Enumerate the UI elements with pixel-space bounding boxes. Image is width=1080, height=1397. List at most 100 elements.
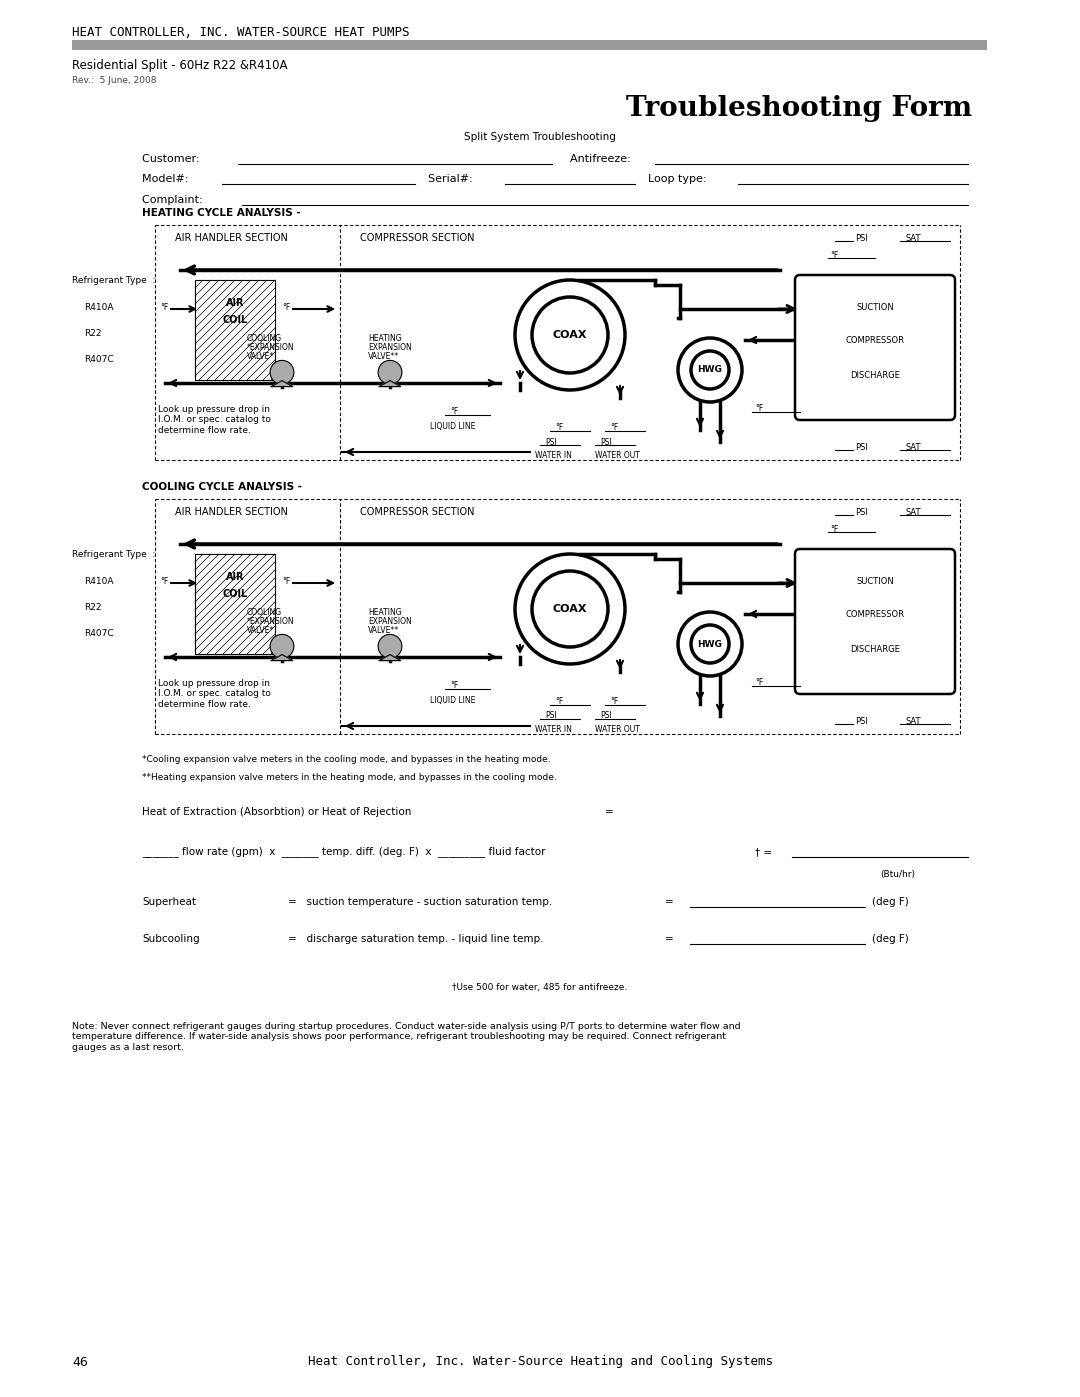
Text: VALVE**: VALVE** [368, 626, 400, 634]
Text: R407C: R407C [84, 630, 113, 638]
Text: Note: Never connect refrigerant gauges during startup procedures. Conduct water-: Note: Never connect refrigerant gauges d… [72, 1023, 741, 1052]
Text: VALVE*: VALVE* [247, 352, 274, 360]
Text: Heat Controller, Inc. Water-Source Heating and Cooling Systems: Heat Controller, Inc. Water-Source Heati… [308, 1355, 772, 1369]
Text: WATER OUT: WATER OUT [595, 725, 639, 733]
Text: PSI: PSI [545, 437, 556, 447]
Text: COMPRESSOR: COMPRESSOR [846, 335, 905, 345]
Text: HEATING: HEATING [368, 334, 402, 342]
Text: Model#:: Model#: [141, 175, 192, 184]
Text: Loop type:: Loop type: [648, 175, 710, 184]
Text: † =: † = [755, 847, 772, 856]
Text: PSI: PSI [600, 437, 611, 447]
Text: °F: °F [755, 404, 764, 412]
Text: R22: R22 [84, 602, 102, 612]
Text: Split System Troubleshooting: Split System Troubleshooting [464, 131, 616, 142]
Text: =: = [665, 897, 674, 907]
Text: °F: °F [755, 678, 764, 686]
Text: SAT: SAT [905, 507, 920, 517]
Bar [72, 41, 987, 50]
Text: Subcooling: Subcooling [141, 935, 200, 944]
Text: Look up pressure drop in
I.O.M. or spec. catalog to
determine flow rate.: Look up pressure drop in I.O.M. or spec.… [158, 679, 271, 708]
Text: SAT: SAT [905, 233, 920, 243]
Text: COMPRESSOR SECTION: COMPRESSOR SECTION [360, 507, 474, 517]
Text: HEATING: HEATING [368, 608, 402, 616]
Text: WATER IN: WATER IN [535, 450, 572, 460]
Text: SAT: SAT [905, 717, 920, 725]
Text: *EXPANSION: *EXPANSION [247, 616, 295, 626]
Text: *Cooling expansion valve meters in the cooling mode, and bypasses in the heating: *Cooling expansion valve meters in the c… [141, 754, 551, 764]
Text: LIQUID LINE: LIQUID LINE [430, 422, 475, 432]
Bar [195, 555, 275, 654]
Text: °F: °F [450, 408, 458, 416]
Circle shape [270, 360, 294, 384]
Text: COMPRESSOR: COMPRESSOR [846, 609, 905, 619]
Text: °F: °F [160, 303, 168, 312]
Text: Superheat: Superheat [141, 897, 195, 907]
Text: AIR HANDLER SECTION: AIR HANDLER SECTION [175, 507, 288, 517]
Text: (deg F): (deg F) [872, 897, 908, 907]
Text: =: = [605, 807, 613, 817]
Text: Troubleshooting Form: Troubleshooting Form [626, 95, 972, 123]
Text: =   discharge saturation temp. - liquid line temp.: = discharge saturation temp. - liquid li… [288, 935, 543, 944]
Text: **Heating expansion valve meters in the heating mode, and bypasses in the coolin: **Heating expansion valve meters in the … [141, 773, 557, 781]
Text: COOLING: COOLING [247, 334, 282, 342]
Text: PSI: PSI [855, 717, 868, 725]
Text: °F: °F [610, 423, 618, 433]
Polygon shape [379, 380, 401, 387]
Text: Look up pressure drop in
I.O.M. or spec. catalog to
determine flow rate.: Look up pressure drop in I.O.M. or spec.… [158, 405, 271, 434]
Text: Refrigerant Type  :: Refrigerant Type : [72, 549, 156, 559]
Text: *EXPANSION: *EXPANSION [247, 342, 295, 352]
Text: °F: °F [282, 303, 291, 312]
Text: COAX: COAX [553, 330, 588, 339]
Text: VALVE**: VALVE** [368, 352, 400, 360]
Text: °F: °F [160, 577, 168, 585]
Bar [195, 279, 275, 380]
Text: SUCTION: SUCTION [856, 303, 894, 312]
Text: LIQUID LINE: LIQUID LINE [430, 697, 475, 705]
FancyBboxPatch shape [795, 549, 955, 694]
Text: Serial#:: Serial#: [428, 175, 476, 184]
Text: COAX: COAX [553, 604, 588, 615]
Text: HWG: HWG [698, 366, 723, 374]
Text: °F: °F [831, 524, 838, 534]
Text: WATER OUT: WATER OUT [595, 450, 639, 460]
Text: Rev.:  5 June, 2008: Rev.: 5 June, 2008 [72, 75, 157, 84]
Text: R410A: R410A [84, 577, 113, 585]
Text: PSI: PSI [855, 233, 868, 243]
Text: EXPANSION: EXPANSION [368, 342, 411, 352]
Text: °F: °F [831, 250, 838, 260]
Polygon shape [379, 655, 401, 661]
Text: HWG: HWG [698, 640, 723, 648]
Text: COIL: COIL [222, 314, 247, 326]
Text: (deg F): (deg F) [872, 935, 908, 944]
Text: VALVE*: VALVE* [247, 626, 274, 634]
Text: HEAT CONTROLLER, INC. WATER-SOURCE HEAT PUMPS: HEAT CONTROLLER, INC. WATER-SOURCE HEAT … [72, 25, 409, 39]
Text: COOLING: COOLING [247, 608, 282, 616]
Text: (Btu/hr): (Btu/hr) [880, 869, 915, 879]
Text: Heat of Extraction (Absorbtion) or Heat of Rejection: Heat of Extraction (Absorbtion) or Heat … [141, 807, 411, 817]
Text: °F: °F [282, 577, 291, 585]
Text: SUCTION: SUCTION [856, 577, 894, 585]
Text: PSI: PSI [855, 443, 868, 451]
Text: R22: R22 [84, 328, 102, 338]
Text: WATER IN: WATER IN [535, 725, 572, 733]
Text: Complaint:: Complaint: [141, 196, 206, 205]
Polygon shape [271, 380, 293, 387]
FancyBboxPatch shape [795, 275, 955, 420]
Text: Refrigerant Type  :: Refrigerant Type : [72, 275, 156, 285]
Text: EXPANSION: EXPANSION [368, 616, 411, 626]
Text: R410A: R410A [84, 303, 113, 312]
Text: DISCHARGE: DISCHARGE [850, 370, 900, 380]
Text: PSI: PSI [545, 711, 556, 721]
Text: R407C: R407C [84, 355, 113, 365]
Text: PSI: PSI [600, 711, 611, 721]
Text: °F: °F [610, 697, 618, 707]
Text: HEATING CYCLE ANALYSIS -: HEATING CYCLE ANALYSIS - [141, 208, 300, 218]
Text: COOLING CYCLE ANALYSIS -: COOLING CYCLE ANALYSIS - [141, 482, 302, 492]
Circle shape [378, 634, 402, 658]
Text: Residential Split - 60Hz R22 &R410A: Residential Split - 60Hz R22 &R410A [72, 59, 287, 71]
Text: Customer:: Customer: [141, 154, 203, 163]
Text: PSI: PSI [855, 507, 868, 517]
Text: =: = [665, 935, 674, 944]
Text: COMPRESSOR SECTION: COMPRESSOR SECTION [360, 233, 474, 243]
